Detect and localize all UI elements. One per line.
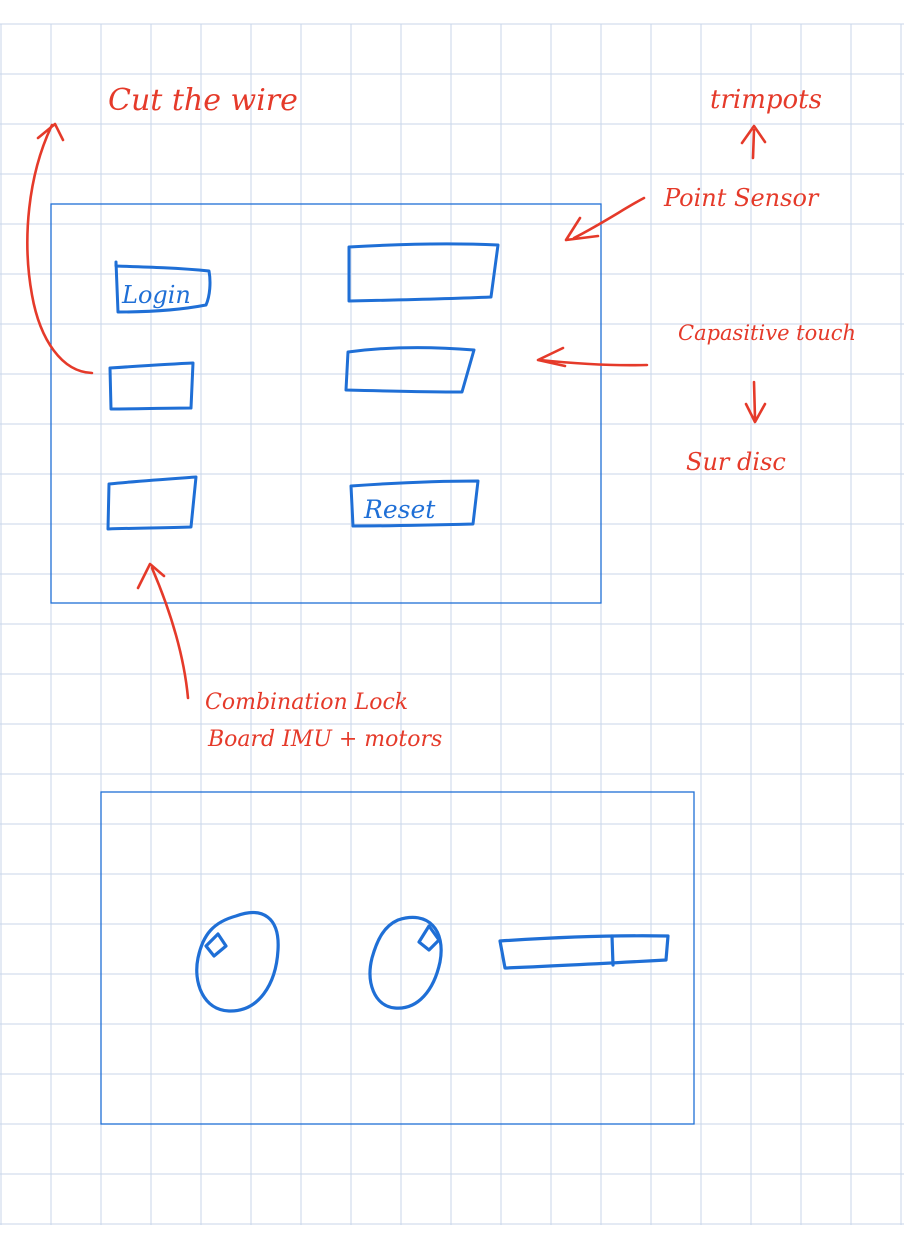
arrow-down-icon [744,380,767,424]
graph-paper-grid [0,23,904,1225]
button-left-middle[interactable] [108,361,195,411]
reset-label: Reset [363,495,436,524]
slider-icon[interactable] [498,934,670,970]
login-label: Login [121,281,191,309]
annotation-capasitive-touch: Capasitive touch [678,321,856,345]
reset-button[interactable]: Reset [349,479,480,528]
arrow-up-icon [26,123,94,375]
arrow-left-icon [564,216,600,242]
annotation-combination-lock: Combination Lock [205,690,408,715]
screen-frame-top [50,203,602,604]
arrow-up-icon [751,128,756,160]
arrow-left-icon [538,358,649,367]
button-right-middle[interactable] [344,346,476,394]
button-left-bottom[interactable] [106,475,198,531]
arrow-up-icon [36,122,65,142]
knob-icon[interactable] [368,915,443,1010]
annotation-cut-the-wire: Cut the wire [108,83,298,118]
arrow-left-icon [536,346,567,368]
button-right-top[interactable] [347,242,500,303]
login-button[interactable]: Login [114,260,212,314]
annotation-trimpots: trimpots [710,85,822,115]
arrow-up-icon [150,566,190,700]
arrow-left-icon [572,196,646,240]
knob-icon[interactable] [195,911,280,1013]
arrow-up-icon [740,124,767,145]
annotation-sur-disc: Sur disc [686,448,786,476]
arrow-up-icon [136,562,166,590]
screen-frame-bottom [100,791,695,1125]
annotation-board-imu: Board IMU + motors [207,727,442,752]
annotation-point-sensor: Point Sensor [663,184,820,212]
